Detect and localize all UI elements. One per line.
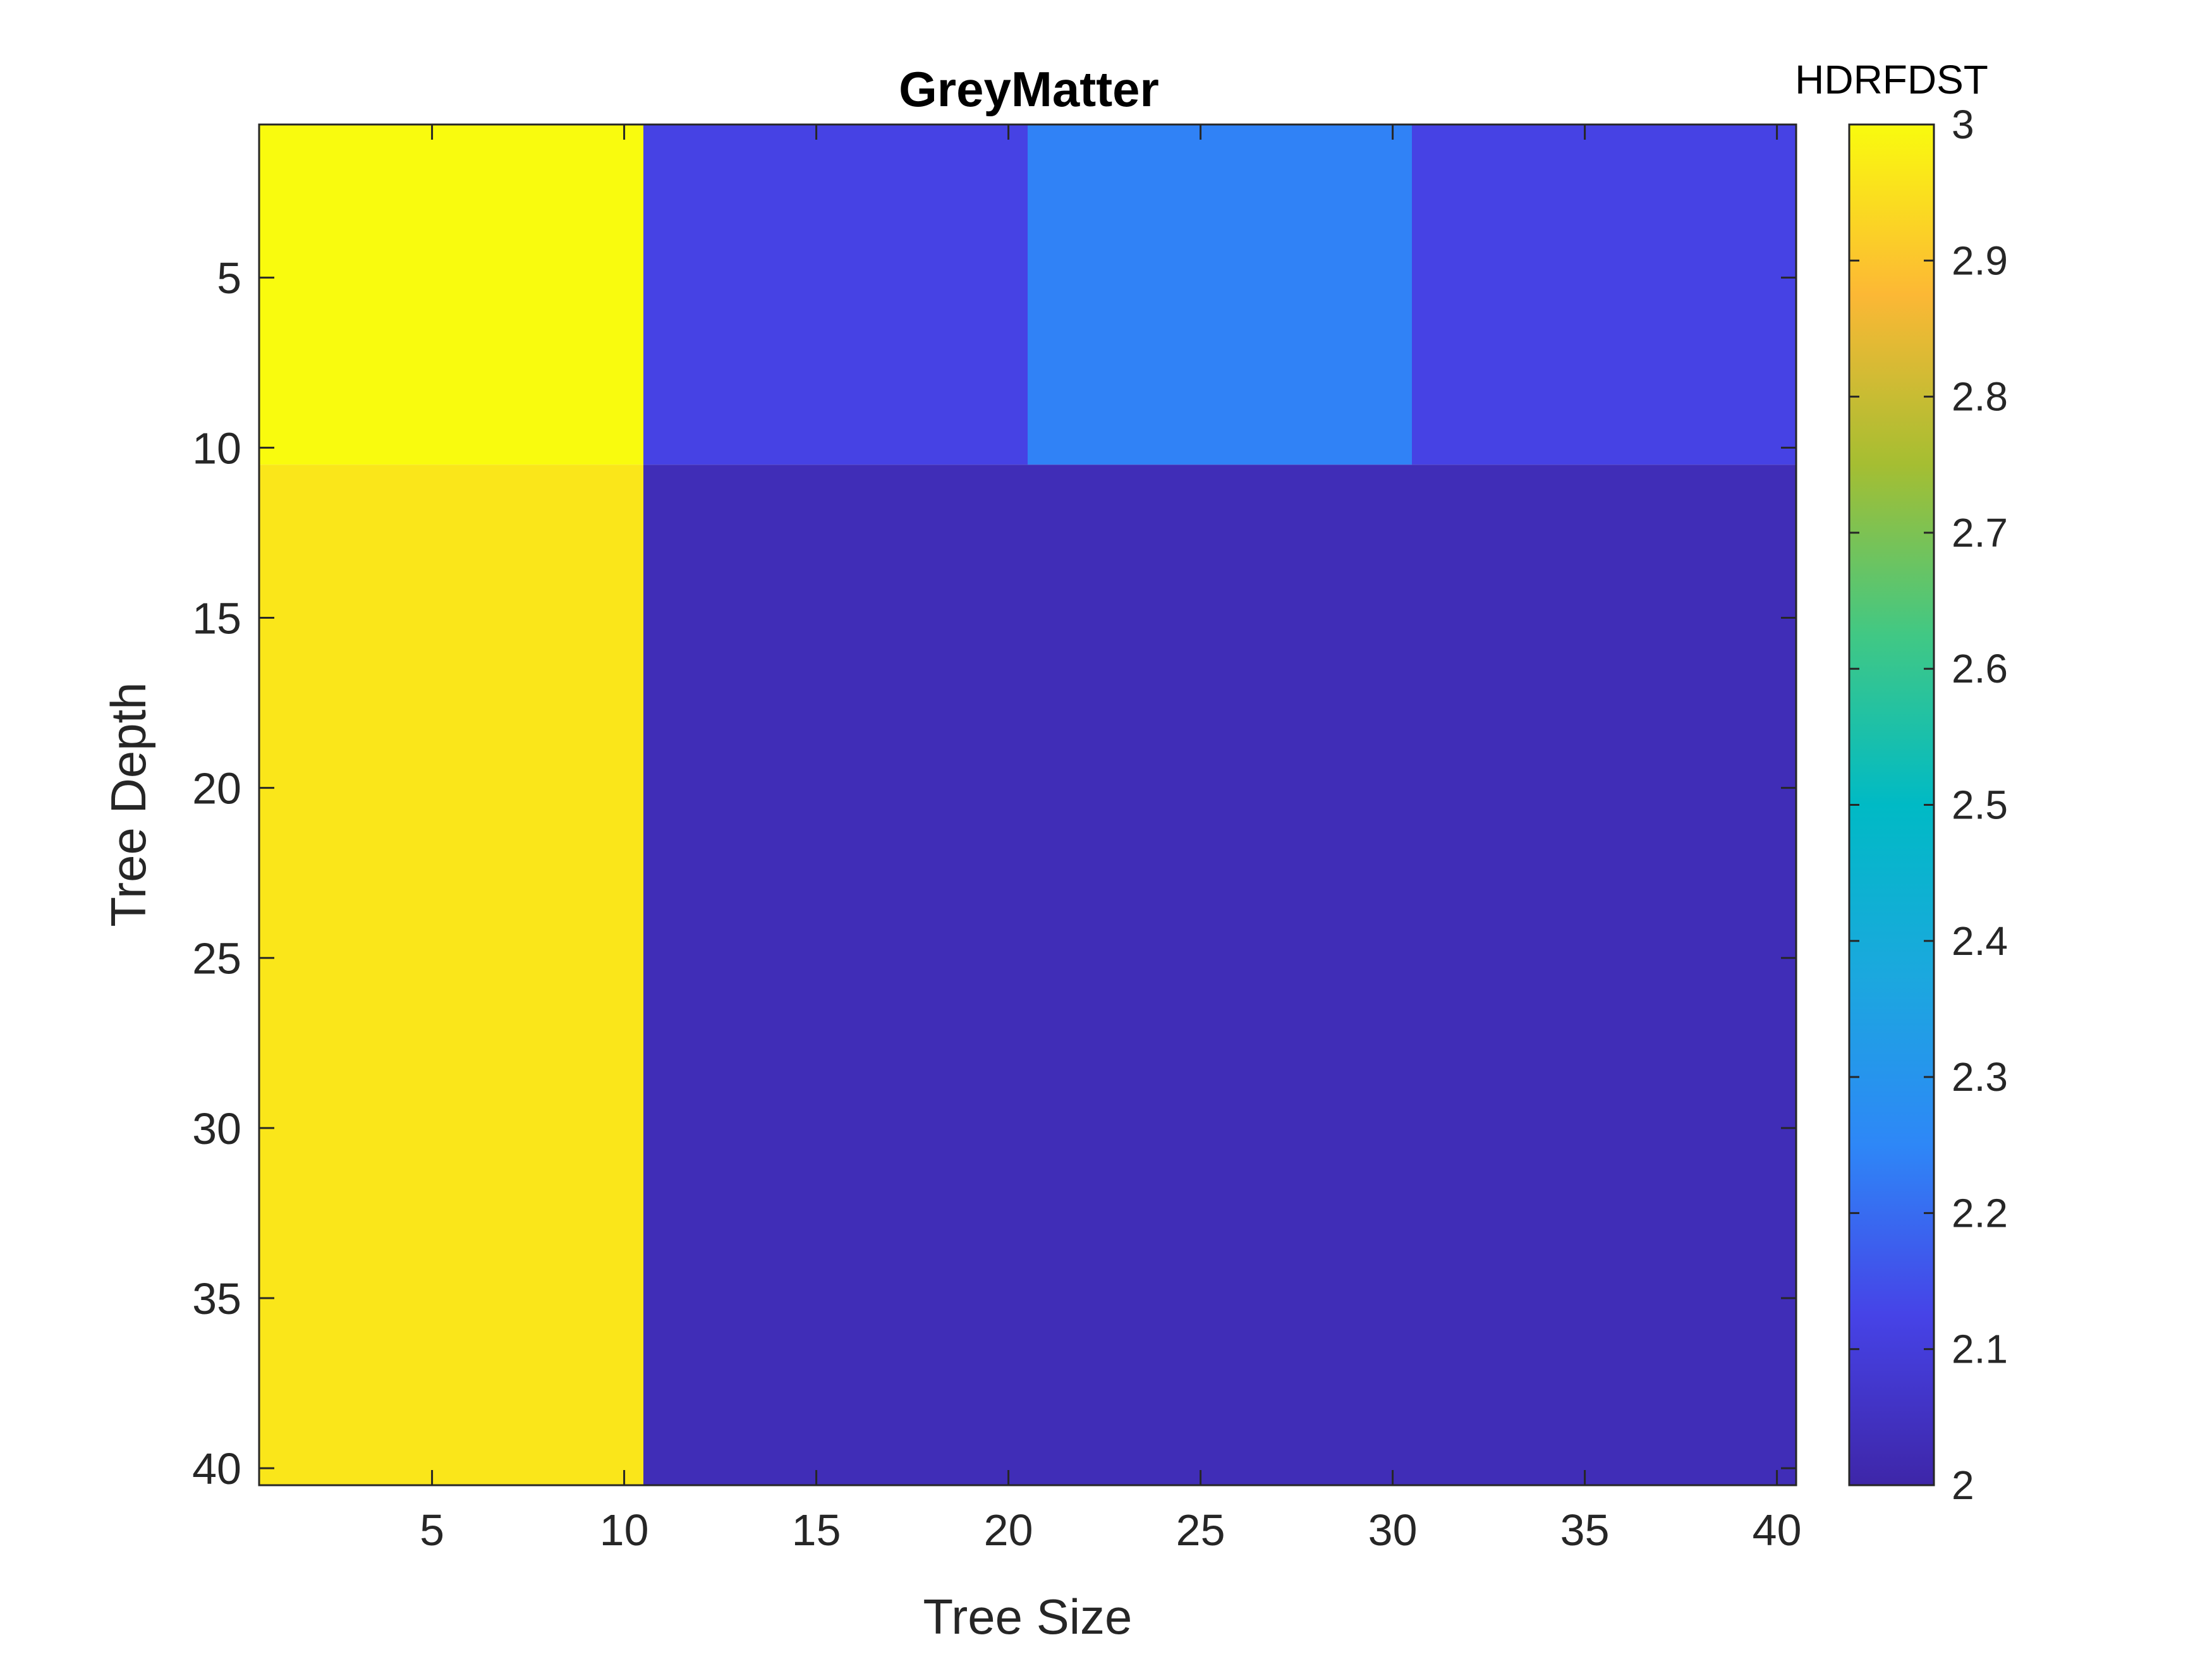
y-tick-label: 25 xyxy=(192,934,241,983)
plot-area: 5 10 15 20 25 30 35 40 5 10 15 20 25 30 35 40 xyxy=(192,123,1802,1555)
colorbar-tick-label: 2.7 xyxy=(1952,510,2008,556)
y-tick-label: 40 xyxy=(192,1444,241,1493)
heatmap-cell xyxy=(643,125,1028,465)
x-tick-label: 15 xyxy=(792,1505,841,1555)
colorbar-tick-label: 2 xyxy=(1952,1462,1974,1508)
heatmap-cells xyxy=(259,125,1796,1485)
x-tick-label: 35 xyxy=(1560,1505,1610,1555)
x-tick-label: 25 xyxy=(1176,1505,1225,1555)
y-axis-label: Tree Depth xyxy=(100,682,156,927)
y-tick-label: 15 xyxy=(192,593,241,643)
heatmap-cell xyxy=(1028,465,1412,1485)
heatmap-cell xyxy=(1412,125,1796,465)
chart-title: GreyMatter xyxy=(899,61,1159,117)
heatmap-cell xyxy=(1028,125,1412,465)
x-tick-label: 10 xyxy=(600,1505,649,1555)
colorbar-tick-label: 2.6 xyxy=(1952,646,2008,691)
y-tick-label: 20 xyxy=(192,764,241,813)
heatmap-cell xyxy=(1412,465,1796,1485)
x-axis-label: Tree Size xyxy=(923,1589,1133,1644)
y-ticks: 5 10 15 20 25 30 35 40 xyxy=(192,253,1796,1493)
y-tick-label: 5 xyxy=(217,253,241,303)
colorbar-tick-label: 2.5 xyxy=(1952,782,2008,828)
colorbar-tick-label: 2.3 xyxy=(1952,1054,2008,1100)
heatmap-cell xyxy=(259,465,643,1485)
y-tick-label: 10 xyxy=(192,423,241,473)
colorbar: HDRFDST 2 2.1 2.2 2.3 2.4 2.5 2.6 2.7 2.8 2.9 3 xyxy=(1795,57,2008,1508)
x-ticks: 5 10 15 20 25 30 35 40 xyxy=(420,125,1802,1555)
x-tick-label: 30 xyxy=(1368,1505,1418,1555)
colorbar-tick-label: 2.4 xyxy=(1952,918,2008,964)
colorbar-tick-label: 2.9 xyxy=(1952,238,2008,283)
axes-box xyxy=(258,123,1797,1486)
colorbar-tick-label: 2.2 xyxy=(1952,1190,2008,1236)
x-tick-label: 5 xyxy=(420,1505,444,1555)
heatmap-cell xyxy=(643,465,1028,1485)
colorbar-label: HDRFDST xyxy=(1795,57,1988,102)
colorbar-ticks: 2 2.1 2.2 2.3 2.4 2.5 2.6 2.7 2.8 2.9 3 xyxy=(1849,102,2008,1508)
colorbar-fill xyxy=(1849,125,1934,1485)
colorbar-tick-label: 2.8 xyxy=(1952,374,2008,420)
colorbar-tick-label: 2.1 xyxy=(1952,1327,2008,1372)
heatmap-cell xyxy=(259,125,643,465)
y-tick-label: 35 xyxy=(192,1274,241,1323)
y-tick-label: 30 xyxy=(192,1104,241,1153)
colorbar-tick-label: 3 xyxy=(1952,102,1974,147)
colorbar-gradient xyxy=(1849,125,1934,1485)
x-tick-label: 40 xyxy=(1753,1505,1802,1555)
x-tick-label: 20 xyxy=(984,1505,1033,1555)
